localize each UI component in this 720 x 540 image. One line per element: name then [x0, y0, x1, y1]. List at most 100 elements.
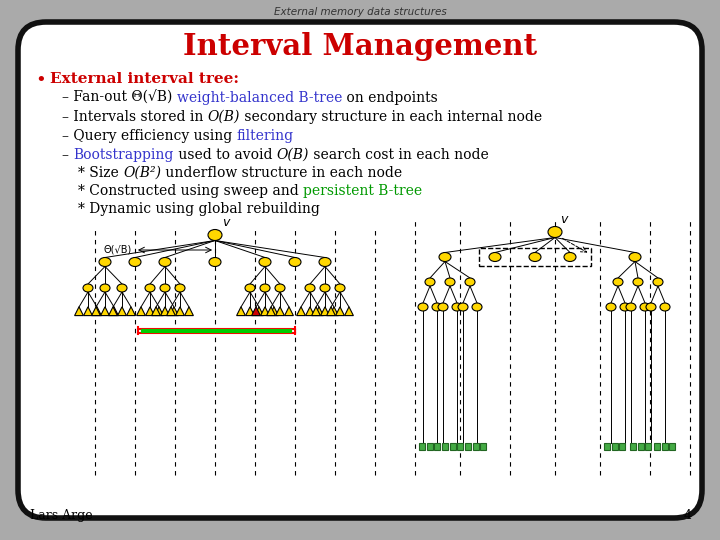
- Polygon shape: [109, 307, 117, 315]
- Ellipse shape: [452, 303, 462, 311]
- Ellipse shape: [260, 284, 270, 292]
- Text: underflow structure in each node: underflow structure in each node: [161, 166, 402, 180]
- Ellipse shape: [245, 284, 255, 292]
- Ellipse shape: [305, 284, 315, 292]
- Ellipse shape: [653, 278, 663, 286]
- Polygon shape: [145, 307, 154, 315]
- Ellipse shape: [83, 284, 93, 292]
- Polygon shape: [137, 307, 145, 315]
- Polygon shape: [315, 307, 323, 315]
- Ellipse shape: [606, 303, 616, 311]
- Ellipse shape: [626, 303, 636, 311]
- Ellipse shape: [633, 278, 643, 286]
- Ellipse shape: [439, 253, 451, 261]
- Polygon shape: [91, 307, 100, 315]
- FancyBboxPatch shape: [18, 22, 702, 518]
- Polygon shape: [336, 307, 344, 315]
- Text: secondary structure in each internal node: secondary structure in each internal nod…: [240, 110, 542, 124]
- Ellipse shape: [129, 258, 141, 267]
- Text: O(B²): O(B²): [123, 166, 161, 180]
- Text: O(B): O(B): [208, 110, 240, 124]
- Ellipse shape: [432, 303, 442, 311]
- Polygon shape: [305, 307, 315, 315]
- Ellipse shape: [613, 278, 623, 286]
- Text: * Dynamic using global rebuilding: * Dynamic using global rebuilding: [78, 202, 320, 216]
- Bar: [434, 443, 440, 450]
- Text: O(B): O(B): [276, 148, 309, 162]
- Polygon shape: [170, 307, 179, 315]
- Text: Bootstrapping: Bootstrapping: [73, 148, 174, 162]
- Ellipse shape: [117, 284, 127, 292]
- Polygon shape: [276, 307, 284, 315]
- Polygon shape: [246, 307, 254, 315]
- Bar: [449, 443, 456, 450]
- Polygon shape: [161, 307, 169, 315]
- Text: search cost in each node: search cost in each node: [309, 148, 489, 162]
- Text: Θ(√B): Θ(√B): [103, 244, 131, 254]
- Text: * Size: * Size: [78, 166, 123, 180]
- Text: v: v: [222, 216, 230, 229]
- Polygon shape: [155, 307, 163, 315]
- Ellipse shape: [438, 303, 448, 311]
- Polygon shape: [84, 307, 92, 315]
- Bar: [604, 443, 610, 450]
- Ellipse shape: [175, 284, 185, 292]
- Text: used to avoid: used to avoid: [174, 148, 276, 162]
- Polygon shape: [255, 307, 264, 315]
- Polygon shape: [327, 307, 336, 315]
- Bar: [480, 443, 486, 450]
- Ellipse shape: [418, 303, 428, 311]
- Ellipse shape: [458, 303, 468, 311]
- Text: External interval tree:: External interval tree:: [50, 72, 239, 86]
- Polygon shape: [166, 307, 176, 315]
- Text: Lars Arge: Lars Arge: [30, 509, 93, 522]
- Text: •: •: [35, 72, 46, 90]
- Bar: [419, 443, 425, 450]
- Ellipse shape: [320, 284, 330, 292]
- Ellipse shape: [646, 303, 656, 311]
- Text: weight-balanced B-tree: weight-balanced B-tree: [176, 91, 342, 105]
- Polygon shape: [117, 307, 127, 315]
- Polygon shape: [152, 307, 161, 315]
- Ellipse shape: [548, 226, 562, 238]
- Bar: [472, 443, 479, 450]
- Ellipse shape: [489, 253, 501, 261]
- Text: on endpoints: on endpoints: [342, 91, 438, 105]
- Polygon shape: [176, 307, 184, 315]
- Text: v: v: [560, 213, 567, 226]
- Text: Interval Management: Interval Management: [183, 32, 537, 61]
- Polygon shape: [109, 307, 118, 315]
- Text: – Query efficiency using: – Query efficiency using: [62, 129, 237, 143]
- Ellipse shape: [319, 258, 331, 267]
- Ellipse shape: [160, 284, 170, 292]
- Ellipse shape: [159, 258, 171, 267]
- Text: 4: 4: [684, 509, 692, 522]
- Polygon shape: [127, 307, 135, 315]
- Bar: [662, 443, 667, 450]
- Polygon shape: [284, 307, 294, 315]
- Polygon shape: [320, 307, 329, 315]
- Ellipse shape: [564, 253, 576, 261]
- Ellipse shape: [259, 258, 271, 267]
- Bar: [637, 443, 644, 450]
- Ellipse shape: [289, 258, 301, 267]
- Polygon shape: [184, 307, 194, 315]
- Polygon shape: [237, 307, 246, 315]
- Polygon shape: [101, 307, 109, 315]
- Text: –: –: [62, 148, 73, 162]
- Ellipse shape: [425, 278, 435, 286]
- Bar: [426, 443, 433, 450]
- Bar: [442, 443, 448, 450]
- Polygon shape: [75, 307, 84, 315]
- Polygon shape: [297, 307, 305, 315]
- Ellipse shape: [465, 278, 475, 286]
- Ellipse shape: [620, 303, 630, 311]
- Ellipse shape: [100, 284, 110, 292]
- Polygon shape: [261, 307, 269, 315]
- Polygon shape: [251, 307, 261, 315]
- Ellipse shape: [145, 284, 155, 292]
- Ellipse shape: [208, 230, 222, 240]
- Text: persistent B-tree: persistent B-tree: [303, 184, 422, 198]
- Ellipse shape: [529, 253, 541, 261]
- Bar: [619, 443, 625, 450]
